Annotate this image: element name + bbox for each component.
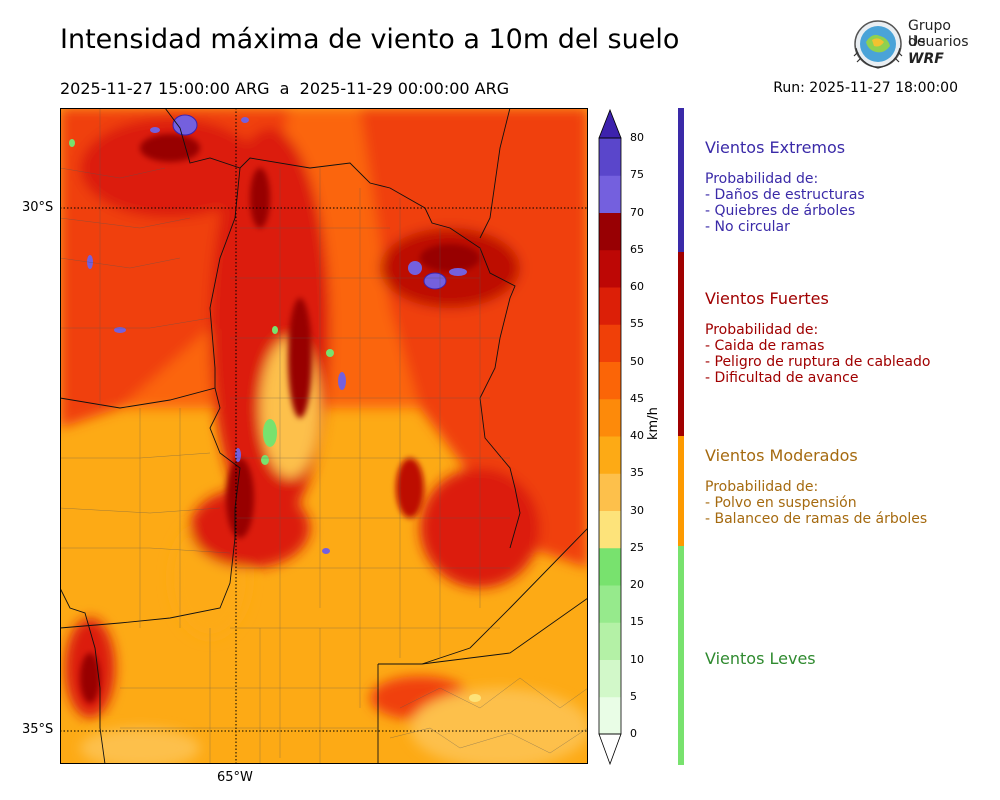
colorbar-bin [599,510,621,549]
colorbar [598,108,622,766]
colorbar-bin [599,473,621,511]
category-line: Probabilidad de: [705,322,819,338]
colorbar-tick-label: 0 [630,727,637,740]
colorbar-tick-label: 50 [630,354,644,368]
colorbar-bin [599,696,621,735]
logo-line-1: Grupo de [908,18,951,50]
forecast-period: 2025-11-27 15:00:00 ARG a 2025-11-29 00:… [60,79,509,98]
category-strong: Vientos Fuertes Probabilidad de: - Caida… [705,289,930,386]
category-extreme: Vientos Extremos Probabilidad de: - Daño… [705,138,865,235]
colorbar-extend-bottom [598,733,622,766]
colorbar-tick-label: 20 [630,578,644,591]
colorbar-tick-label: 55 [630,317,644,331]
category-line: - Caida de ramas [705,338,825,354]
lat-label-30s: 30°S [22,200,54,215]
category-description: Probabilidad de: - Polvo en suspensión -… [705,479,927,527]
wind-map [60,108,588,764]
category-line: - No circular [705,219,790,235]
category-moderate: Vientos Moderados Probabilidad de: - Pol… [705,446,927,527]
category-title: Vientos Moderados [705,446,858,465]
lon-label-65w: 65°W [217,770,253,785]
map-title: Intensidad máxima de viento a 10m del su… [60,24,680,55]
colorbar-tick-label: 30 [630,503,644,517]
run-timestamp: Run: 2025-11-27 18:00:00 [773,80,958,96]
extreme-wind-cells [87,114,467,554]
colorbar-bin [599,622,621,660]
category-description: Probabilidad de: - Daños de estructuras … [705,171,865,235]
category-description: Probabilidad de: - Caida de ramas - Peli… [705,322,930,386]
colorbar-bin [599,436,621,474]
colorbar-tick-label: 5 [630,689,637,703]
category-line: - Dificultad de avance [705,370,859,386]
category-title: Vientos Fuertes [705,289,829,308]
colorbar-bin [599,585,621,623]
colorbar-bin [599,287,621,325]
moderate-scale-bar [678,436,684,546]
globe-icon [853,20,903,69]
colorbar-tick-label: 75 [630,168,644,182]
category-line: - Balanceo de ramas de árboles [705,511,928,527]
colorbar-tick-label: 15 [630,615,644,629]
colorbar-tick-label: 40 [630,429,644,442]
extreme-scale-bar [678,108,684,252]
colorbar-bin [599,361,621,400]
colorbar-unit: km/h [646,407,661,440]
category-light: Vientos Leves [705,649,816,682]
colorbar-bin [599,547,621,586]
colorbar-bin [599,212,621,251]
colorbar-tick-label: 60 [630,280,644,293]
colorbar-bin [599,249,621,288]
lat-label-35s: 35°S [22,722,54,737]
province-boundaries [60,108,588,764]
category-line: - Peligro de ruptura de cableado [705,354,931,370]
period-start: 2025-11-27 15:00:00 ARG [60,79,270,98]
colorbar-tick-label: 25 [630,540,644,554]
wrf-logo: Grupo de Usuarios WRF [850,18,970,72]
colorbar-tick-label: 65 [630,242,644,256]
colorbar-bin [599,659,621,698]
graticule [60,108,588,764]
wind-maxima [80,134,480,703]
strong-scale-bar [678,252,684,436]
category-line: - Polvo en suspensión [705,495,857,511]
logo-line-3: WRF [908,51,944,67]
category-title: Vientos Extremos [705,138,846,157]
period-end: 2025-11-29 00:00:00 ARG [299,79,510,98]
colorbar-tick-label: 10 [630,652,644,666]
category-line: Probabilidad de: [705,171,819,187]
category-line: - Daños de estructuras [705,187,865,203]
category-line: - Quiebres de árboles [705,203,856,219]
department-boundaries [60,108,588,764]
colorbar-tick-label: 70 [630,205,644,219]
logo-line-2: Usuarios [908,34,969,50]
colorbar-bin [599,138,621,176]
category-line: Probabilidad de: [705,479,819,495]
colorbar-tick-label: 45 [630,391,644,405]
category-title: Vientos Leves [705,649,816,668]
light-scale-bar [678,546,684,765]
period-separator: a [279,79,290,98]
light-wind-patches [69,139,481,702]
colorbar-bin [599,324,621,362]
colorbar-tick-label: 35 [630,466,644,480]
colorbar-bin [599,398,621,437]
colorbar-bin [599,175,621,213]
colorbar-tick-label: 80 [630,131,644,144]
colorbar-outline [598,137,622,735]
colorbar-extend-top [598,108,622,139]
